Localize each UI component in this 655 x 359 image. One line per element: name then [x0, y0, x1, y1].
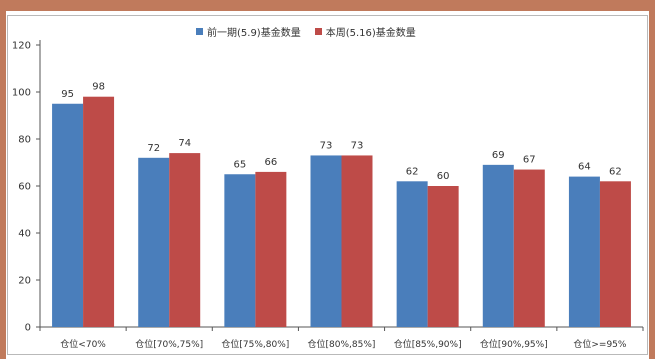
legend-label-current: 本周(5.16)基金数量: [325, 28, 416, 39]
legend-item-previous: 前一期(5.9)基金数量: [196, 24, 301, 39]
bar-value-label: 73: [351, 140, 364, 151]
bar-value-label: 98: [92, 82, 105, 93]
bar: [255, 171, 287, 327]
bar-value-label: 60: [437, 171, 450, 182]
bar: [427, 186, 459, 327]
x-tick-label: 仓位[70%,75%]: [135, 338, 203, 350]
bar: [310, 155, 342, 327]
x-tick-label: 仓位[80%,85%]: [308, 338, 376, 350]
y-tick-label: 40: [18, 229, 31, 240]
bar-value-label: 73: [320, 140, 333, 151]
bar-value-label: 65: [233, 159, 246, 170]
x-tick-label: 仓位>=95%: [573, 338, 627, 350]
bar: [83, 96, 115, 327]
y-tick-label: 120: [12, 41, 31, 52]
bar-value-label: 74: [178, 138, 191, 149]
bar-value-label: 95: [61, 89, 74, 100]
bar-value-label: 72: [147, 143, 160, 154]
y-tick-label: 60: [18, 182, 31, 193]
legend-item-current: 本周(5.16)基金数量: [314, 24, 416, 39]
bar: [599, 181, 631, 327]
bar-value-label: 69: [492, 150, 505, 161]
bar: [513, 169, 545, 327]
bar: [568, 176, 600, 327]
legend-swatch-current: [314, 28, 322, 35]
y-tick-label: 80: [18, 135, 31, 146]
legend-label-previous: 前一期(5.9)基金数量: [207, 28, 301, 39]
bar: [138, 157, 170, 327]
y-tick-label: 100: [12, 88, 31, 99]
bar-value-label: 64: [578, 162, 591, 173]
bar-value-label: 67: [523, 155, 536, 166]
title-bar: [0, 0, 655, 11]
bar: [169, 153, 201, 327]
bar-value-label: 62: [406, 166, 419, 177]
bar: [482, 164, 514, 327]
legend-swatch-previous: [196, 28, 203, 35]
x-tick-label: 仓位[75%,80%]: [221, 338, 289, 350]
bar-value-label: 66: [264, 157, 277, 168]
x-tick-label: 仓位<70%: [60, 338, 106, 350]
bar: [224, 174, 256, 327]
x-tick-label: 仓位[90%,95%]: [480, 338, 548, 350]
chart-legend: 前一期(5.9)基金数量 本周(5.16)基金数量: [196, 24, 430, 39]
bar: [52, 103, 84, 327]
bar: [396, 181, 428, 327]
bar-value-label: 62: [609, 166, 622, 177]
y-tick-label: 20: [18, 276, 31, 287]
bar: [341, 155, 373, 327]
y-tick-label: 0: [25, 323, 31, 334]
x-tick-label: 仓位[85%,90%]: [394, 338, 462, 350]
